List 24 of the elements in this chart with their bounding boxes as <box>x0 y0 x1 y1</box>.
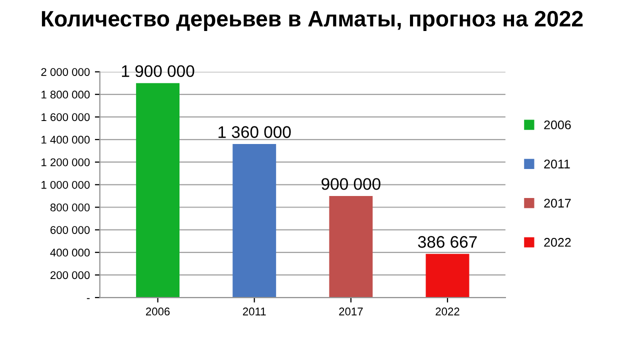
chart-title: Количество дереьвев в Алматы, прогноз на 2022 <box>42 10 583 31</box>
y-tick-label: 400 000 <box>50 248 90 257</box>
x-tick-label: 2017 <box>339 308 363 316</box>
legend-label: 2006 <box>544 120 571 130</box>
data-label: 900 000 <box>322 178 380 190</box>
legend-label: 2011 <box>544 160 570 168</box>
y-tick-label: 1 200 000 <box>42 158 90 166</box>
x-tick-label: 2006 <box>146 308 170 316</box>
legend-label: 2017 <box>544 198 571 208</box>
y-tick-label: 200 000 <box>50 271 90 280</box>
data-label: 1 360 000 <box>218 126 291 138</box>
data-label: 386 667 <box>418 236 477 248</box>
x-tick-label: 2022 <box>436 308 460 316</box>
y-tick-label: 2 000 000 <box>41 68 90 76</box>
x-tick-label: 2011 <box>242 308 266 316</box>
y-tick-label: 1 000 000 <box>42 180 90 189</box>
y-tick-label: - <box>86 298 90 300</box>
y-tick-label: 1 600 000 <box>42 113 90 122</box>
legend-label: 2022 <box>544 238 571 247</box>
y-tick-label: 1 400 000 <box>42 136 90 144</box>
y-tick-label: 800 000 <box>50 204 90 212</box>
y-tick-label: 600 000 <box>50 226 90 234</box>
data-label: 1 900 000 <box>122 65 194 78</box>
y-tick-label: 1 800 000 <box>42 90 90 99</box>
